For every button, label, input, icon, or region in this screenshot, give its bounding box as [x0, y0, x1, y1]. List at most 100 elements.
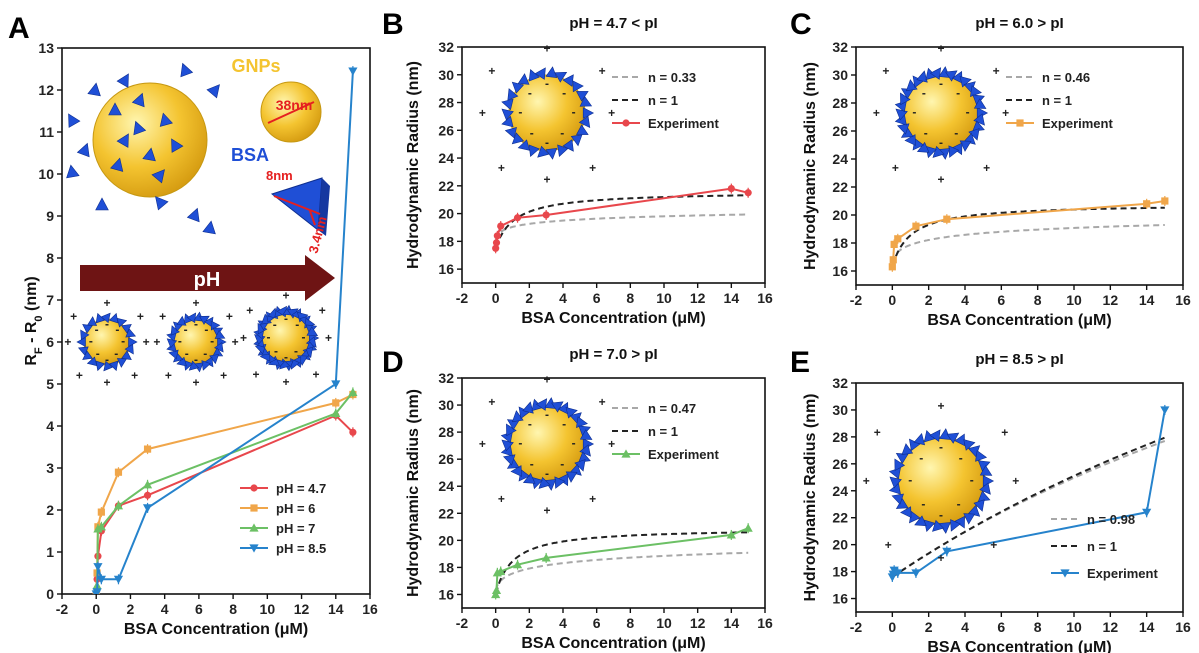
coated-gnp-mid-plus-sign: + [165, 368, 172, 382]
coated-gnp-low-minus-sign: - [121, 334, 125, 348]
coated-gnp-bsa [554, 71, 568, 83]
x-tick-label: 14 [328, 601, 344, 617]
y-tick-label: 16 [832, 591, 848, 607]
y-tick-label: 16 [438, 261, 454, 277]
fit-curve-n-0-33 [495, 213, 749, 241]
coated-gnp-mid-bsa [214, 341, 224, 353]
data-point [491, 585, 502, 595]
coated-gnp-low-minus-sign: - [95, 323, 99, 337]
coated-gnp-bsa [579, 444, 591, 457]
x-tick-label: 6 [997, 292, 1005, 308]
legend-label: Experiment [1042, 116, 1113, 131]
coated-gnp-bsa [570, 134, 583, 147]
x-tick-label: 0 [92, 601, 100, 617]
legend-marker [249, 544, 259, 553]
coated-gnp-bsa [522, 401, 534, 414]
x-tick-label: 0 [888, 292, 896, 308]
bsa-label: BSA [231, 145, 269, 165]
coated-gnp-mid-plus-sign: + [192, 375, 199, 389]
coated-gnp-plus-sign: + [937, 173, 944, 187]
x-tick-label: 4 [161, 601, 169, 617]
y-axis-label-part: (nm) [23, 276, 40, 315]
x-axis-label: BSA Concentration (μM) [124, 621, 308, 638]
legend-label: n = 1 [1087, 539, 1117, 554]
coated-gnp-bsa [900, 92, 911, 106]
coated-gnp-minus-sign: - [545, 77, 549, 91]
coated-gnp-bsa [535, 398, 548, 411]
coated-gnp-mid-plus-sign: + [159, 310, 166, 324]
coated-gnp-bsa [916, 70, 928, 83]
bsa-protein [131, 92, 145, 108]
coated-gnp-high-plus-sign: + [282, 289, 289, 303]
plot-area [491, 523, 753, 600]
data-point [943, 215, 951, 223]
coated-gnp-mid-minus-sign: - [178, 334, 182, 348]
coated-gnp-bsa [914, 515, 927, 527]
coated-gnp-minus-sign: - [957, 497, 961, 511]
y-tick-label: 24 [832, 151, 848, 167]
coated-gnp-bsa [517, 73, 530, 85]
coated-gnp-plus-sign: + [589, 492, 596, 506]
coated-gnp-plus-sign: + [1012, 474, 1019, 488]
y-tick-label: 16 [832, 263, 848, 279]
x-axis-label: BSA Concentration (μM) [521, 310, 705, 327]
coated-gnp-mid-plus-sign: + [232, 335, 239, 349]
coated-gnp-bsa [929, 67, 942, 80]
coated-gnp-bsa [572, 80, 584, 93]
y-tick-label: 22 [832, 510, 848, 526]
coated-gnp-bsa [501, 108, 514, 121]
x-tick-label: 10 [260, 601, 276, 617]
x-tick-label: 14 [1139, 619, 1155, 635]
data-point [348, 67, 358, 76]
coated-gnp-plus-sign: + [1002, 106, 1009, 120]
coated-gnp-low-bsa [80, 329, 90, 341]
data-point [492, 244, 500, 252]
coated-gnp-low-bsa [103, 360, 114, 372]
fit-curve-n-1 [495, 531, 749, 594]
coated-nanoparticle-illustration: - -- -- ---+ ++ ++ +++ [863, 399, 1020, 565]
data-point [890, 240, 898, 248]
coated-gnp-bsa [970, 85, 982, 97]
bsa-protein [180, 62, 194, 78]
plot-frame [855, 382, 1184, 613]
y-axis-label-part: - R [23, 321, 40, 347]
coated-gnp-low-minus-sign: - [105, 317, 109, 331]
coated-gnp-mid-minus-sign: - [204, 323, 208, 337]
data-point [92, 588, 102, 594]
coated-gnp-mid-bsa [168, 349, 179, 360]
bsa-protein [95, 197, 109, 211]
coated-gnp-mid-minus-sign: - [194, 352, 198, 366]
x-tick-label: 14 [1139, 292, 1155, 308]
y-tick-label: 26 [438, 122, 454, 138]
coated-gnp-low-bsa [125, 328, 136, 338]
legend-label: n = 1 [648, 93, 678, 108]
y-tick-label: 30 [438, 67, 454, 83]
data-point [113, 575, 124, 584]
bsa-protein [116, 73, 129, 88]
x-tick-label: 6 [195, 601, 203, 617]
y-tick-label: 8 [46, 250, 54, 266]
coated-nanoparticle-illustration: - -- -- ---+ ++ ++ +++ [479, 372, 615, 517]
data-point [93, 563, 103, 572]
coated-gnp-mid-plus-sign: + [153, 335, 160, 349]
data-point [743, 523, 753, 532]
x-tick-label: 10 [656, 290, 672, 306]
y-tick-label: 11 [39, 124, 54, 140]
bsa-protein [116, 133, 129, 148]
coated-gnp-bsa [554, 476, 566, 489]
coated-gnp-high-plus-sign: + [319, 304, 326, 318]
data-point [114, 468, 123, 476]
coated-gnp-bsa [904, 134, 916, 146]
legend-marker [1016, 119, 1024, 127]
legend-label: pH = 7 [276, 521, 315, 536]
coated-gnp-bsa [973, 499, 985, 512]
x-tick-label: -2 [56, 601, 69, 617]
y-tick-label: 18 [832, 564, 848, 580]
x-tick-label: -2 [850, 292, 863, 308]
coated-gnp-plus-sign: + [589, 161, 596, 175]
x-tick-label: 2 [925, 292, 933, 308]
coated-gnp-minus-sign: - [528, 417, 532, 431]
x-tick-label: 12 [690, 290, 706, 306]
